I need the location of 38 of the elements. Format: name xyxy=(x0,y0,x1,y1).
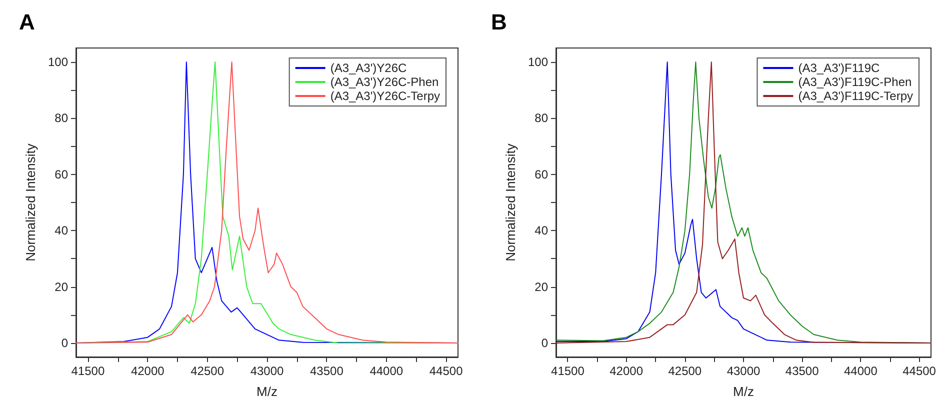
x-tick-label: 43500 xyxy=(310,364,344,378)
x-tick-label: 42500 xyxy=(190,364,224,378)
x-tick-label: 44000 xyxy=(844,364,878,378)
y-tick-label: 40 xyxy=(54,224,68,238)
x-axis-title: M/z xyxy=(733,384,754,399)
legend-label: (A3_A3')Y26C-Phen xyxy=(330,75,439,89)
y-tick-label: 40 xyxy=(534,224,548,238)
y-tick-label: 80 xyxy=(534,111,548,126)
x-tick-label: 41500 xyxy=(71,364,105,378)
x-axis-title: M/z xyxy=(256,384,278,399)
y-tick-label: 20 xyxy=(54,280,68,294)
legend-label: (A3_A3')F119C-Terpy xyxy=(798,89,913,103)
legend-label: (A3_A3')Y26C-Terpy xyxy=(330,89,440,103)
x-tick-label: 43000 xyxy=(250,364,284,378)
legend-label: (A3_A3')Y26C xyxy=(330,61,407,75)
x-tick-label: 42000 xyxy=(610,364,644,378)
x-tick-label: 42000 xyxy=(130,364,165,378)
y-tick-label: 100 xyxy=(48,55,68,70)
x-tick-label: 43000 xyxy=(726,364,761,378)
y-tick-label: 0 xyxy=(61,336,68,350)
x-tick-label: 44000 xyxy=(370,364,404,378)
x-tick-label: 44500 xyxy=(429,364,464,378)
x-tick-label: 44500 xyxy=(902,364,936,378)
legend-label: (A3_A3')F119C-Phen xyxy=(798,75,912,89)
chart-title: B xyxy=(491,10,507,34)
y-tick-label: 20 xyxy=(534,280,548,294)
chart-title: A xyxy=(19,10,35,34)
x-tick-label: 42500 xyxy=(668,364,702,378)
y-tick-label: 100 xyxy=(528,55,548,70)
y-tick-label: 80 xyxy=(54,111,68,126)
x-tick-label: 41500 xyxy=(551,364,585,378)
x-tick-label: 43500 xyxy=(785,364,820,378)
y-tick-label: 0 xyxy=(541,336,548,350)
legend-label: (A3_A3')F119C xyxy=(798,61,880,75)
y-tick-label: 60 xyxy=(534,167,548,182)
y-axis-title: Normalized Intensity xyxy=(23,143,38,262)
y-tick-label: 60 xyxy=(54,167,68,182)
y-axis-title: Normalized Intensity xyxy=(503,143,518,262)
